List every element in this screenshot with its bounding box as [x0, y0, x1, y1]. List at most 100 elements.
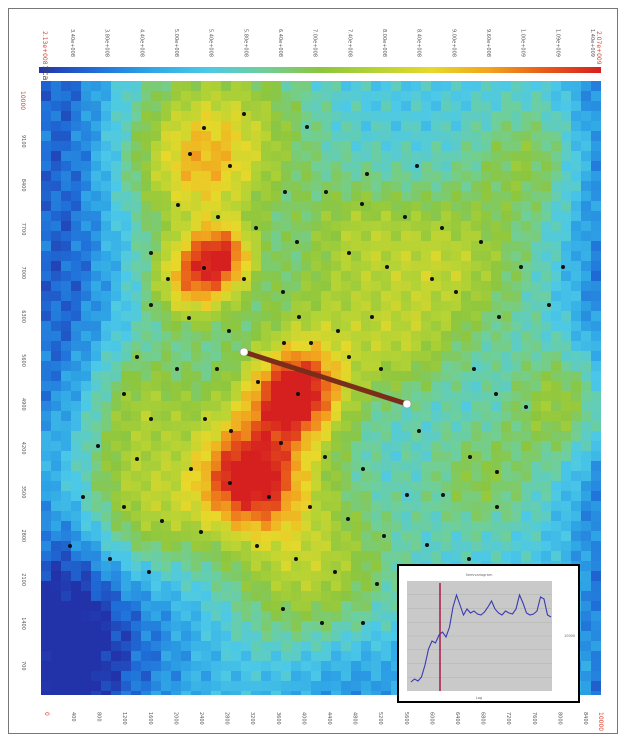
heatmap-cell [311, 591, 322, 602]
y-tick-label: 8400 [20, 179, 26, 192]
heatmap-cell [321, 691, 332, 695]
heatmap-cell [161, 351, 172, 362]
heatmap-cell [141, 81, 152, 92]
sample-point [361, 621, 365, 625]
heatmap-cell [531, 301, 542, 312]
heatmap-cell [231, 381, 242, 392]
heatmap-cell [211, 241, 222, 252]
heatmap-cell [281, 561, 292, 572]
heatmap-cell [331, 391, 342, 402]
heatmap-cell [191, 211, 202, 222]
heatmap-cell [341, 91, 352, 102]
heatmap-cell [411, 151, 422, 162]
heatmap-cell [391, 601, 402, 612]
heatmap-cell [281, 451, 292, 462]
heatmap-cell [471, 311, 482, 322]
heatmap-cell [271, 321, 282, 332]
heatmap-cell [591, 631, 601, 642]
heatmap-cell [311, 461, 322, 472]
heatmap-cell [331, 521, 342, 532]
transect-start-marker[interactable] [239, 347, 249, 357]
heatmap-cell [331, 241, 342, 252]
heatmap-cell [201, 481, 212, 492]
heatmap-cell [141, 641, 152, 652]
heatmap-cell [321, 591, 332, 602]
heatmap-cell [211, 441, 222, 452]
heatmap-cell [361, 151, 372, 162]
heatmap-cell [581, 271, 592, 282]
heatmap-cell [81, 191, 92, 202]
heatmap-cell [201, 111, 212, 122]
heatmap-cell [341, 101, 352, 112]
heatmap-cell [231, 501, 242, 512]
heatmap-cell [581, 641, 592, 652]
transect-end-marker[interactable] [402, 399, 412, 409]
heatmap-cell [401, 511, 412, 522]
heatmap-cell [251, 311, 262, 322]
heatmap-cell [121, 631, 132, 642]
heatmap-cell [171, 511, 182, 522]
heatmap-cell [571, 191, 582, 202]
heatmap-cell [571, 531, 582, 542]
heatmap-grid [41, 81, 601, 695]
heatmap-cell [501, 541, 512, 552]
heatmap-cell [151, 581, 162, 592]
heatmap-cell [311, 451, 322, 462]
heatmap-cell [431, 491, 442, 502]
heatmap-cell [561, 261, 572, 272]
heatmap-cell [61, 91, 72, 102]
heatmap-cell [271, 101, 282, 112]
heatmap-cell [561, 301, 572, 312]
heatmap-cell [181, 241, 192, 252]
heatmap-cell [351, 211, 362, 222]
heatmap-cell [91, 481, 102, 492]
heatmap-cell [131, 491, 142, 502]
heatmap-cell [91, 311, 102, 322]
heatmap-cell [111, 141, 122, 152]
heatmap-cell [391, 251, 402, 262]
heatmap-cell [311, 481, 322, 492]
heatmap-cell [101, 661, 112, 672]
sample-point [229, 429, 233, 433]
heatmap-cell [581, 311, 592, 322]
heatmap-cell [471, 521, 482, 532]
sample-point [199, 530, 203, 534]
heatmap-cell [461, 451, 472, 462]
heatmap-cell [261, 471, 272, 482]
heatmap-cell [341, 531, 352, 542]
heatmap-cell [371, 181, 382, 192]
transect-line[interactable] [241, 349, 410, 407]
heatmap-cell [181, 521, 192, 532]
scale-tick-label: 8.40e+008 [416, 29, 422, 57]
heatmap-cell [511, 371, 522, 382]
heatmap-cell [211, 451, 222, 462]
heatmap-cell [351, 451, 362, 462]
heatmap-cell [81, 131, 92, 142]
heatmap-cell [471, 471, 482, 482]
heatmap-cell [181, 231, 192, 242]
heatmap-cell [561, 311, 572, 322]
heatmap-cell [51, 551, 62, 562]
heatmap-cell [491, 321, 502, 332]
heatmap-cell [81, 271, 92, 282]
heatmap-cell [291, 471, 302, 482]
heatmap-cell [111, 231, 122, 242]
heatmap-cell [381, 541, 392, 552]
heatmap-cell [131, 431, 142, 442]
heatmap-cell [331, 361, 342, 372]
heatmap-cell [331, 191, 342, 202]
heatmap-cell [211, 341, 222, 352]
heatmap-cell [461, 211, 472, 222]
heatmap-cell [71, 411, 82, 422]
heatmap-cell [121, 371, 132, 382]
heatmap-cell [541, 331, 552, 342]
heatmap-cell [281, 401, 292, 412]
heatmap-cell [521, 501, 532, 512]
heatmap-cell [281, 311, 292, 322]
heatmap-cell [181, 451, 192, 462]
heatmap-cell [471, 441, 482, 452]
heatmap-cell [461, 491, 472, 502]
heatmap-cell [481, 381, 492, 392]
heatmap-cell [201, 551, 212, 562]
heatmap-cell [51, 131, 62, 142]
